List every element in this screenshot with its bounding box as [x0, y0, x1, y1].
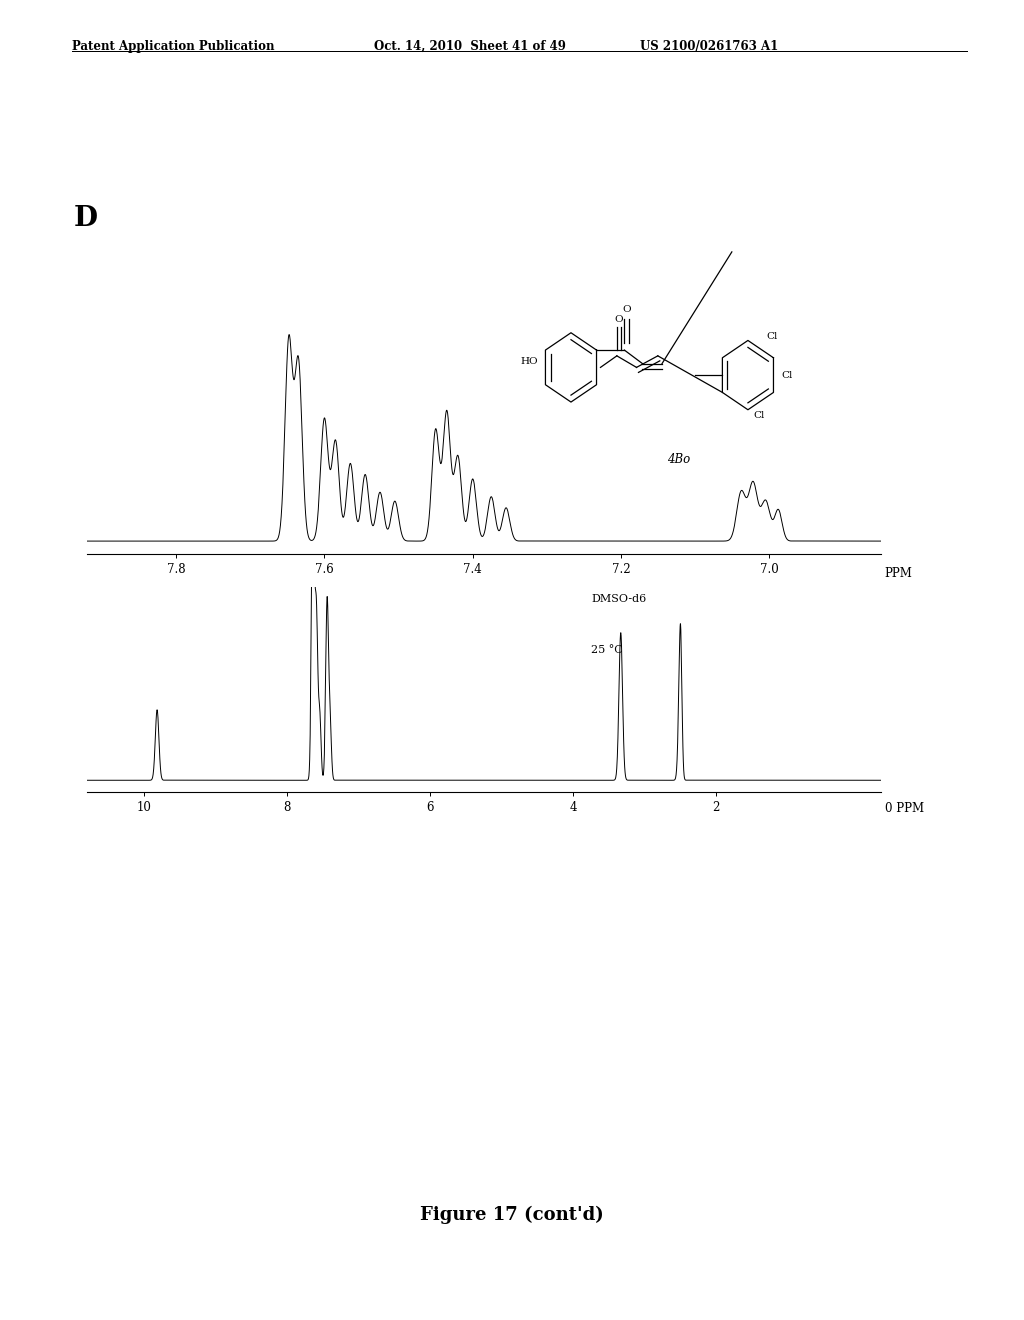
Text: D: D: [74, 205, 97, 231]
Text: O: O: [623, 305, 631, 314]
Text: PPM: PPM: [885, 568, 912, 581]
Text: Cl: Cl: [781, 371, 793, 380]
Text: 4Bo: 4Bo: [668, 453, 691, 466]
Text: Cl: Cl: [754, 411, 765, 420]
Text: Figure 17 (cont'd): Figure 17 (cont'd): [420, 1205, 604, 1224]
Text: HO: HO: [520, 358, 539, 366]
Text: DMSO-d6: DMSO-d6: [591, 594, 646, 603]
Text: US 2100/0261763 A1: US 2100/0261763 A1: [640, 40, 778, 53]
Text: 25 °C: 25 °C: [591, 644, 623, 655]
Text: Oct. 14, 2010  Sheet 41 of 49: Oct. 14, 2010 Sheet 41 of 49: [374, 40, 565, 53]
Text: O: O: [614, 315, 624, 325]
Text: 0 PPM: 0 PPM: [885, 803, 924, 816]
Text: Patent Application Publication: Patent Application Publication: [72, 40, 274, 53]
Text: Cl: Cl: [767, 333, 778, 342]
